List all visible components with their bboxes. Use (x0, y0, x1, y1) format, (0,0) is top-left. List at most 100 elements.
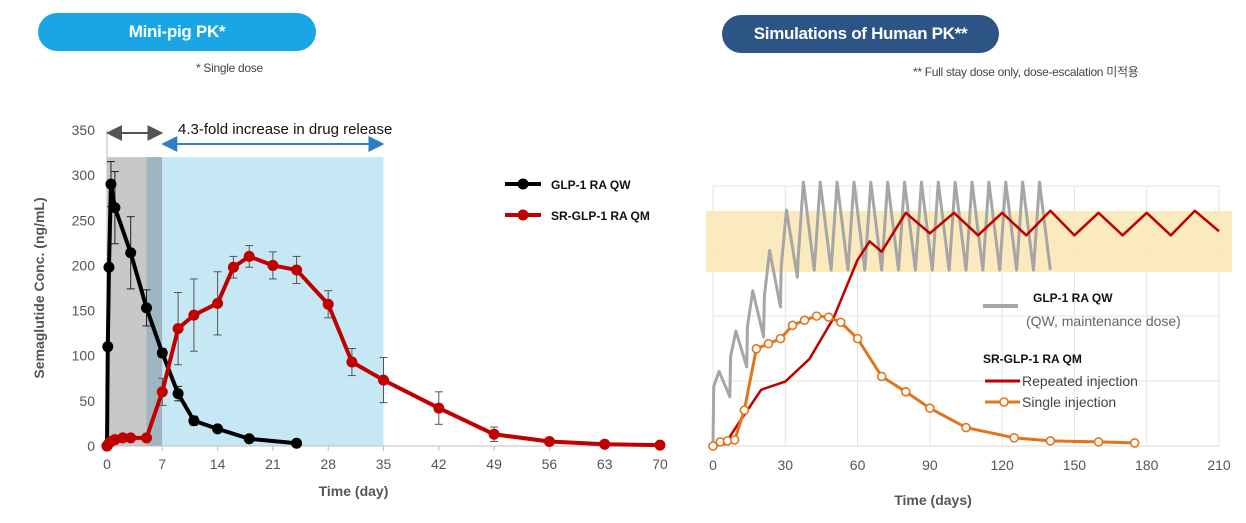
human-pk-title: Simulations of Human PK** (722, 15, 999, 53)
shaded-region-1 (146, 157, 163, 447)
x-tick-label: 42 (431, 456, 447, 472)
glp1-qw-line (711, 180, 1052, 447)
legend-label: SR-GLP-1 RA QM (551, 209, 650, 223)
data-point (105, 178, 117, 190)
legend-glp1-sub: (QW, maintenance dose) (1026, 313, 1181, 329)
x-tick-label: 180 (1135, 457, 1159, 473)
data-point (243, 433, 255, 445)
y-tick-label: 50 (79, 393, 95, 409)
x-tick-label: 49 (486, 456, 502, 472)
data-point (172, 388, 184, 400)
single-injection-point (739, 405, 750, 416)
x-axis-title: Time (day) (319, 483, 389, 499)
data-point (599, 438, 611, 450)
mini-pig-pk-chart: 0 50 100 150 200 250 300 350 0 7 14 21 28 35 42 49 56 63 7… (31, 121, 668, 499)
x-tick-label: 35 (376, 456, 392, 472)
x-tick-label: 120 (990, 457, 1014, 473)
data-point (103, 261, 115, 273)
data-point (267, 259, 279, 271)
single-injection-point (763, 338, 774, 349)
x-axis-title: Time (days) (894, 492, 972, 508)
single-injection-point (751, 344, 762, 354)
y-tick-label: 0 (87, 438, 95, 454)
y-tick-label: 350 (72, 122, 96, 138)
y-tick-label: 100 (72, 348, 96, 364)
x-tick-label: 60 (850, 457, 866, 473)
shaded-region-2 (162, 157, 384, 447)
single-injection-point (1129, 438, 1140, 448)
y-tick-label: 250 (72, 212, 96, 228)
data-point (227, 261, 239, 273)
single-injection-point (1045, 436, 1056, 446)
y-tick-label: 300 (72, 167, 96, 183)
single-injection-point (708, 441, 718, 451)
y-tick-label: 200 (72, 257, 96, 273)
x-tick-label: 90 (922, 457, 938, 473)
data-point (156, 347, 168, 359)
data-point (433, 402, 445, 414)
data-point (141, 302, 152, 314)
data-point (291, 437, 303, 449)
x-tick-label: 70 (652, 456, 668, 472)
single-injection-point (787, 320, 798, 331)
x-tick-label: 210 (1207, 457, 1231, 473)
data-point (141, 432, 152, 444)
data-point (488, 428, 500, 440)
data-point (188, 309, 200, 321)
y-tick-label: 150 (72, 303, 96, 319)
legend-swatch-marker (517, 178, 529, 190)
single-injection-line (712, 314, 1135, 448)
data-point (156, 386, 168, 398)
x-tick-label: 28 (320, 456, 336, 472)
single-injection-point (852, 333, 863, 344)
legend-sr-label: SR-GLP-1 RA QM (983, 352, 1082, 366)
single-injection-point (876, 371, 887, 382)
legend-single-marker (999, 397, 1009, 407)
data-point (291, 264, 303, 276)
x-tick-label: 0 (103, 456, 111, 472)
x-tick-label: 63 (597, 456, 613, 472)
single-injection-point (823, 312, 834, 322)
data-point (654, 439, 666, 451)
single-injection-point (775, 333, 786, 344)
single-injection-point (835, 317, 846, 328)
data-point (322, 298, 334, 310)
x-tick-label: 0 (709, 457, 717, 473)
data-point (378, 374, 389, 386)
single-injection-point (961, 422, 971, 433)
single-injection-point (729, 435, 740, 445)
single-injection-point (900, 386, 911, 397)
single-injection-point (799, 315, 810, 326)
x-tick-label: 14 (210, 456, 226, 472)
data-point (117, 432, 129, 444)
single-injection-point (811, 311, 822, 321)
single-injection-point (1009, 433, 1019, 443)
legend-repeated-label: Repeated injection (1022, 373, 1138, 389)
annotation-label: 4.3-fold increase in drug release (178, 121, 392, 138)
data-point (243, 250, 255, 262)
data-point (543, 435, 555, 447)
single-injection-point (1093, 437, 1104, 447)
data-point (212, 423, 224, 435)
legend-glp1-label: GLP-1 RA QW (1033, 291, 1113, 305)
x-tick-label: 56 (542, 456, 558, 472)
full-stay-dose-note: ** Full stay dose only, dose-escalation … (913, 65, 1139, 79)
y-axis-title: Semaglutide Conc. (ng/mL) (31, 197, 47, 378)
data-point (102, 341, 114, 353)
mini-pig-pk-title: Mini-pig PK* (38, 13, 316, 51)
data-point (125, 247, 137, 259)
x-tick-label: 7 (158, 456, 166, 472)
legend-label: GLP-1 RA QW (551, 178, 631, 192)
x-tick-label: 30 (777, 457, 793, 473)
x-tick-label: 21 (265, 456, 281, 472)
data-point (172, 323, 184, 335)
legend-swatch-marker (517, 209, 529, 221)
x-tick-label: 150 (1063, 457, 1087, 473)
legend-single-label: Single injection (1022, 394, 1116, 410)
data-point (125, 432, 137, 444)
repeated-injection-line (712, 209, 1220, 448)
data-point (346, 356, 358, 368)
data-point (212, 297, 224, 309)
data-point (109, 202, 121, 214)
